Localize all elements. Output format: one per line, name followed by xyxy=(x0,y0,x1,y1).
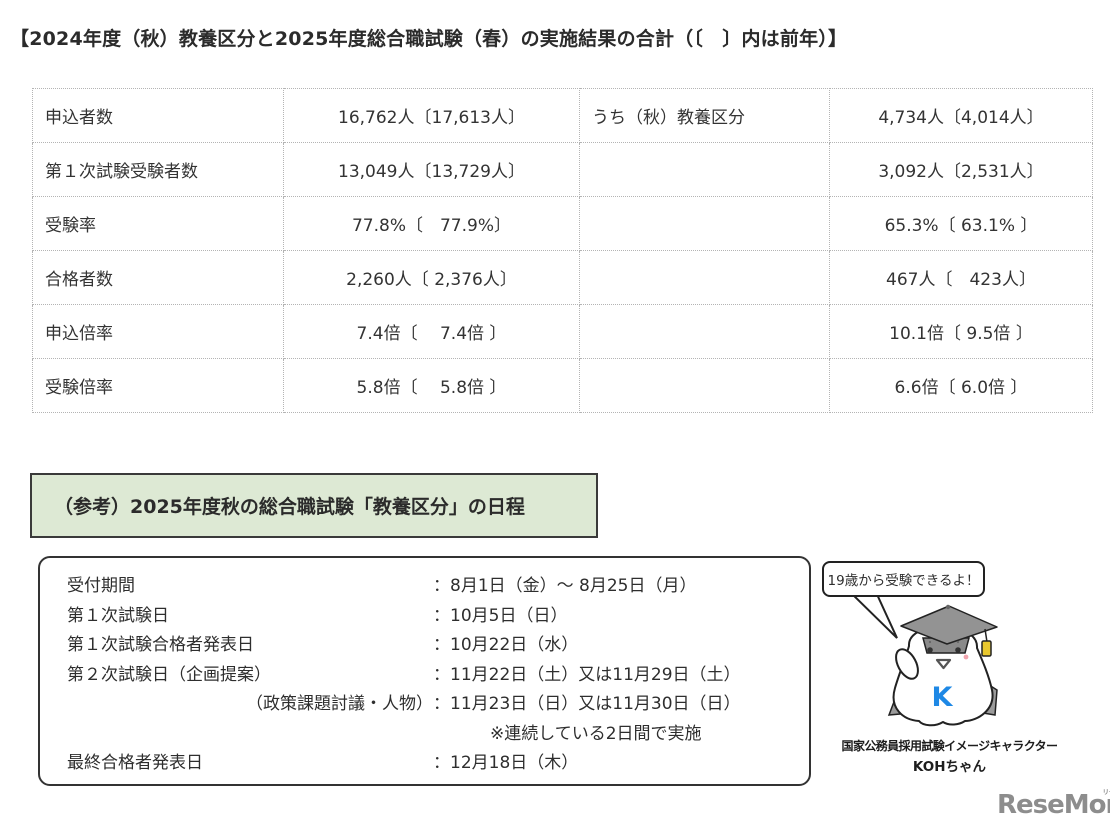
schedule-value: ：10月5日（日） xyxy=(433,605,568,626)
schedule-row: （政策課題討議・人物） ：11月23日（日）又は11月30日（日） xyxy=(67,690,809,720)
speech-bubble-text: 19歳から受験できるよ！ xyxy=(827,573,980,589)
schedule-label: 第１次試験日 xyxy=(67,605,169,626)
schedule-value: ：12月18日（木） xyxy=(433,753,579,773)
row-label: 受験倍率 xyxy=(32,358,284,413)
mascot-caption-line2: KOHちゃん xyxy=(912,759,987,775)
schedule-row: 受付期間 ：8月1日（金）～ 8月25日（月） xyxy=(67,572,809,602)
row-label: 申込者数 xyxy=(32,88,284,143)
speech-bubble-tail xyxy=(850,594,898,639)
row-label: 申込倍率 xyxy=(32,304,284,359)
row-sublabel xyxy=(579,196,830,251)
row-subvalue: 4,734人〔4,014人〕 xyxy=(829,88,1093,143)
tassel-cord xyxy=(984,628,988,643)
table-row: 受験倍率 5.8倍〔 5.8倍 〕 6.6倍〔 6.0倍 〕 xyxy=(32,358,1093,413)
schedule-label: （政策課題討議・人物） xyxy=(246,694,433,714)
row-subvalue: 65.3%〔 63.1% 〕 xyxy=(829,196,1093,251)
speech-bubble: 19歳から受験できるよ！ xyxy=(822,561,985,597)
row-label: 受験率 xyxy=(32,196,284,251)
schedule-value: ：8月1日（金）～ 8月25日（月） xyxy=(433,576,697,596)
schedule-label: 第１次試験合格者発表日 xyxy=(67,635,254,655)
table-row: 申込倍率 7.4倍〔 7.4倍 〕 10.1倍〔 9.5倍 〕 xyxy=(32,304,1093,359)
row-sublabel: うち（秋）教養区分 xyxy=(579,88,830,143)
mascot-eye-right xyxy=(955,647,961,653)
schedule-label: 受付期間 xyxy=(67,576,135,596)
schedule-value: ：10月22日（水） xyxy=(433,635,579,655)
reference-heading-banner: （参考）2025年度秋の総合職試験「教養区分」の日程 xyxy=(30,473,598,538)
mascot-brow-left xyxy=(928,640,932,644)
mascot-eye-left xyxy=(927,647,933,653)
row-value: 7.4倍〔 7.4倍 〕 xyxy=(283,304,580,359)
row-value: 77.8%〔 77.9%〕 xyxy=(283,196,580,251)
schedule-value: ：11月22日（土）又は11月29日（土） xyxy=(433,664,741,685)
row-value: 13,049人〔13,729人〕 xyxy=(283,142,580,197)
mascot-body xyxy=(892,625,994,727)
page-title: 【2024年度（秋）教養区分と2025年度総合職試験（春）の実施結果の合計（〔 … xyxy=(10,28,848,50)
schedule-value: ：11月23日（日）又は11月30日（日） xyxy=(433,694,741,714)
mascot-caption-line1: 国家公務員採用試験イメージキャラクター xyxy=(841,739,1058,753)
row-label: 第１次試験受験者数 xyxy=(32,142,284,197)
mascot-mouth xyxy=(935,658,952,670)
reference-heading-text: （参考）2025年度秋の総合職試験「教養区分」の日程 xyxy=(54,496,525,518)
results-table: 申込者数 16,762人〔17,613人〕 うち（秋）教養区分 4,734人〔4… xyxy=(32,88,1093,413)
row-subvalue: 6.6倍〔 6.0倍 〕 xyxy=(829,358,1093,413)
schedule-label xyxy=(67,720,433,750)
table-row: 受験率 77.8%〔 77.9%〕 65.3%〔 63.1% 〕 xyxy=(32,196,1093,251)
schedule-row: 第２次試験日（企画提案） ：11月22日（土）又は11月29日（土） xyxy=(67,661,809,691)
schedule-box: 受付期間 ：8月1日（金）～ 8月25日（月） 第１次試験日 ：10月5日（日）… xyxy=(38,556,811,786)
schedule-row: 最終合格者発表日 ：12月18日（木） xyxy=(67,749,809,779)
row-subvalue: 3,092人〔2,531人〕 xyxy=(829,142,1093,197)
row-label: 合格者数 xyxy=(32,250,284,305)
row-subvalue: 10.1倍〔 9.5倍 〕 xyxy=(829,304,1093,359)
row-value: 5.8倍〔 5.8倍 〕 xyxy=(283,358,580,413)
schedule-row: 第１次試験日 ：10月5日（日） xyxy=(67,602,809,632)
mascot-blush xyxy=(963,654,969,660)
graduation-cap-icon xyxy=(900,605,998,645)
schedule-label: 最終合格者発表日 xyxy=(67,753,203,773)
mascot-brow-right xyxy=(956,640,960,644)
table-row: 第１次試験受験者数 13,049人〔13,729人〕 3,092人〔2,531人… xyxy=(32,142,1093,197)
cap-knob xyxy=(945,604,951,610)
row-sublabel xyxy=(579,250,830,305)
table-row: 申込者数 16,762人〔17,613人〕 うち（秋）教養区分 4,734人〔4… xyxy=(32,88,1093,143)
schedule-label: 第２次試験日（企画提案） xyxy=(67,664,271,685)
row-sublabel xyxy=(579,142,830,197)
row-value: 16,762人〔17,613人〕 xyxy=(283,88,580,143)
mascot-illustration: K xyxy=(850,594,998,727)
schedule-row: ※連続している2日間で実施 xyxy=(67,720,809,750)
resemom-logo-ruby: リセマム xyxy=(1102,788,1110,796)
row-subvalue: 467人〔 423人〕 xyxy=(829,250,1093,305)
row-value: 2,260人〔 2,376人〕 xyxy=(283,250,580,305)
table-row: 合格者数 2,260人〔 2,376人〕 467人〔 423人〕 xyxy=(32,250,1093,305)
resemom-logo: ReseMom. リセマム xyxy=(997,788,1110,820)
mascot-arm xyxy=(895,648,919,680)
mascot-k-letter: K xyxy=(932,682,954,713)
row-sublabel xyxy=(579,304,830,359)
tassel-icon xyxy=(981,640,992,657)
resemom-logo-text: ReseMom. xyxy=(997,790,1110,820)
row-sublabel xyxy=(579,358,830,413)
mascot-caption: 国家公務員採用試験イメージキャラクター KOHちゃん xyxy=(827,737,1072,775)
schedule-row: 第１次試験合格者発表日 ：10月22日（水） xyxy=(67,631,809,661)
schedule-note: ※連続している2日間で実施 xyxy=(490,723,702,744)
